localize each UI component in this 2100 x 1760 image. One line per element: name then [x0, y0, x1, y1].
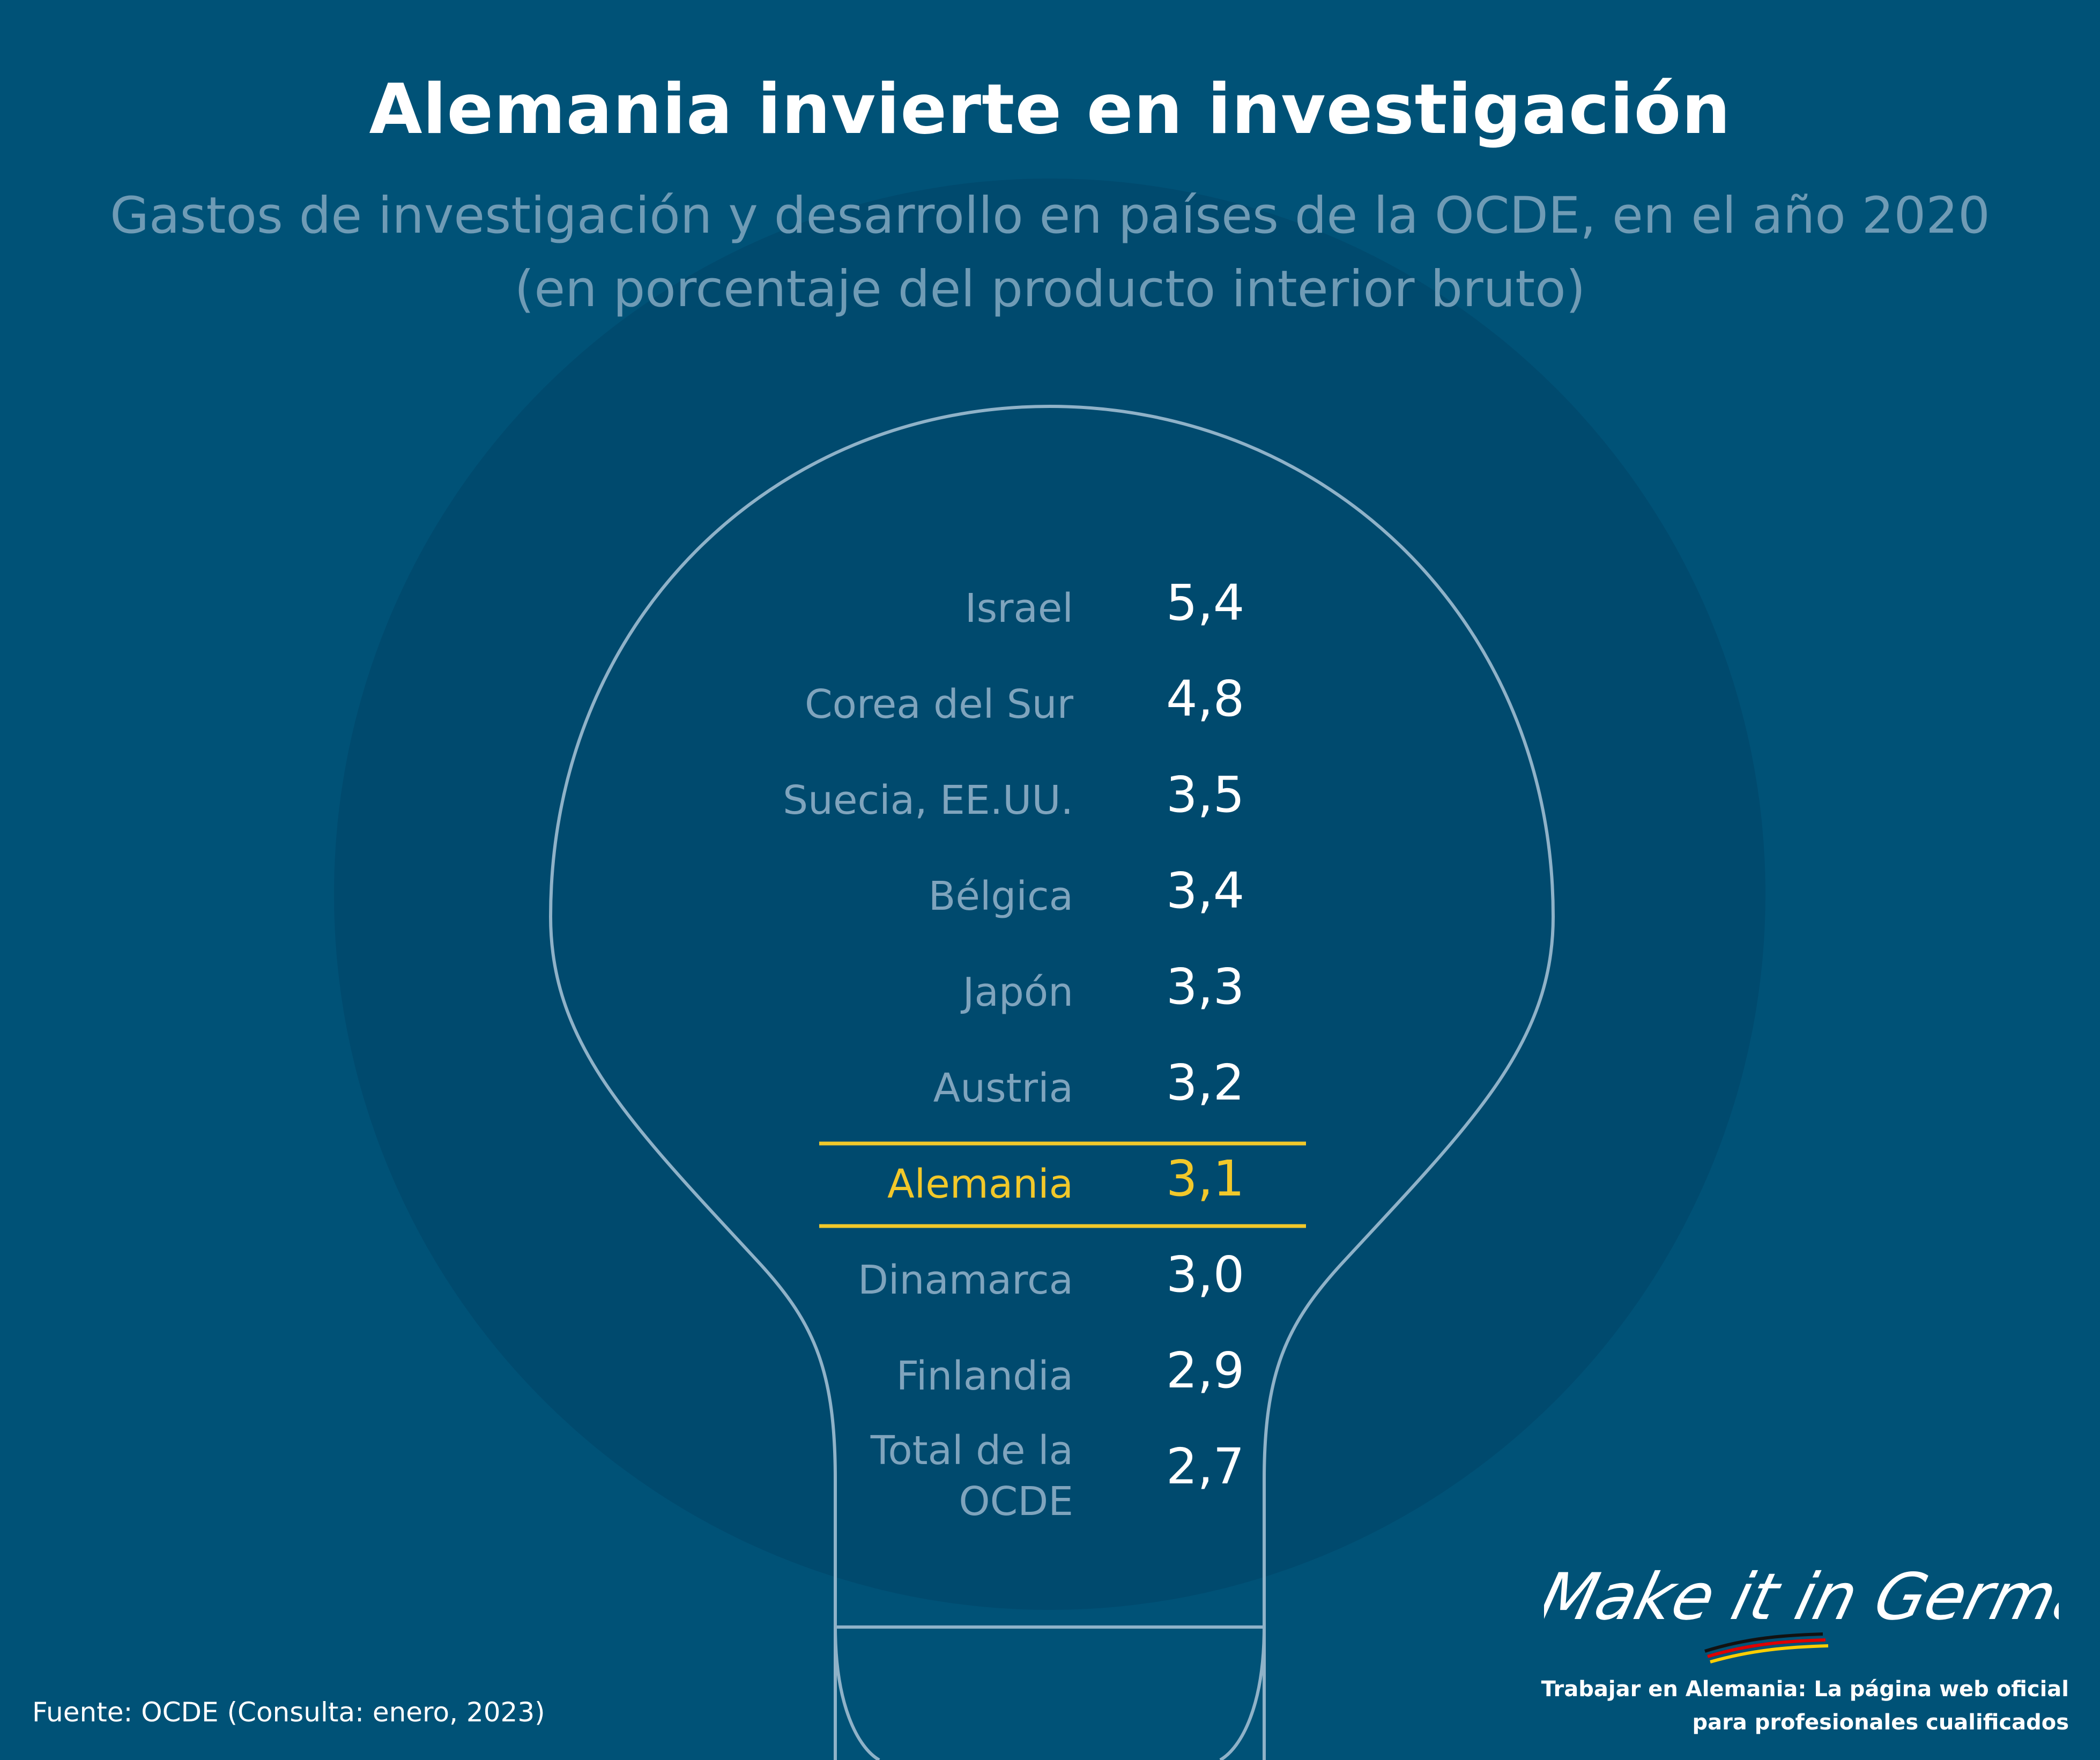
chart-subtitle-unit: (en porcentaje del producto interior bru…	[514, 260, 1586, 318]
background-circle	[334, 179, 1765, 1610]
brand-tagline: Trabajar en Alemania: La página web ofic…	[1541, 1673, 2069, 1739]
row-label: Bélgica	[929, 873, 1073, 919]
logo-flag-swoosh-gold	[1710, 1644, 1829, 1664]
row-value: 3,4	[1166, 862, 1244, 919]
chart-title: Alemania invierte en investigación	[369, 70, 1731, 150]
logo-flag-swoosh-red	[1707, 1638, 1826, 1658]
row-value: 2,9	[1166, 1342, 1244, 1399]
row-label: Corea del Sur	[805, 681, 1074, 727]
brand-tagline-line1: Trabajar en Alemania: La página web ofic…	[1541, 1677, 2069, 1702]
logo-text: Make it in Germany	[1544, 1560, 2059, 1635]
row-label: Austria	[933, 1065, 1073, 1111]
row-value: 3,3	[1166, 958, 1244, 1015]
row-value: 3,1	[1166, 1150, 1244, 1207]
brand-tagline-line2: para profesionales cualificados	[1692, 1710, 2069, 1735]
logo-flag-swoosh-black	[1704, 1632, 1823, 1653]
row-label: Total de la OCDE	[870, 1428, 1073, 1525]
row-value: 2,7	[1166, 1438, 1244, 1495]
row-label: Alemania	[887, 1161, 1073, 1207]
bulb-base-curve	[834, 1627, 1266, 1760]
row-value: 5,4	[1166, 574, 1244, 632]
row-value: 3,0	[1166, 1246, 1244, 1303]
make-it-in-germany-logo: Make it in Germany	[1544, 1560, 2059, 1664]
row-label: Dinamarca	[858, 1257, 1073, 1303]
bulb-outline	[548, 404, 1555, 1760]
row-label: Israel	[965, 585, 1073, 632]
chart-subtitle: Gastos de investigación y desarrollo en …	[110, 187, 1990, 245]
row-label: Finlandia	[896, 1353, 1073, 1399]
row-value: 3,5	[1166, 766, 1244, 823]
data-table: Israel 5,4 Corea del Sur 4,8 Suecia, EE.UU. 3…	[783, 574, 1244, 1525]
row-value: 3,2	[1166, 1054, 1244, 1111]
row-label: Suecia, EE.UU.	[783, 777, 1073, 823]
row-label: Japón	[961, 969, 1073, 1015]
source-note: Fuente: OCDE (Consulta: enero, 2023)	[32, 1697, 545, 1728]
row-value: 4,8	[1166, 670, 1244, 727]
